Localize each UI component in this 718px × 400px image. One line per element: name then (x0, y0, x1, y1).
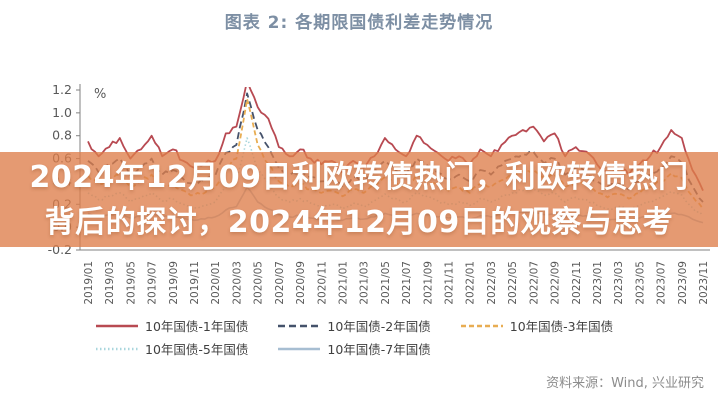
legend-line-swatch (96, 324, 138, 327)
legend-item: 10年国债-5年国债 (96, 339, 248, 358)
banner-text-line1: 2024年12月09日利欧转债热门，利欧转债热门 (29, 159, 689, 195)
x-tick-label: 2023/09 (677, 261, 689, 305)
x-tick-label: 2020/11 (316, 261, 328, 305)
legend-label: 10年国债-7年国债 (327, 342, 431, 357)
legend-label: 10年国债-1年国债 (145, 319, 249, 334)
x-tick-label: 2021/07 (401, 261, 413, 305)
legend-item: 10年国债-2年国债 (278, 316, 431, 335)
x-tick-label: 2023/07 (656, 261, 668, 305)
y-tick-label: 1.0 (52, 105, 72, 120)
x-tick-label: 2020/05 (253, 261, 265, 305)
x-tick-label: 2021/11 (444, 261, 456, 305)
x-tick-label: 2020/01 (210, 261, 222, 305)
data-source-label: 资料来源：Wind, 兴业研究 (546, 376, 704, 391)
legend-item: 10年国债-7年国债 (278, 339, 431, 358)
x-tick-label: 2023/01 (592, 261, 604, 305)
x-tick-label: 2019/05 (125, 261, 137, 305)
x-tick-label: 2023/03 (613, 261, 625, 305)
x-tick-label: 2020/07 (274, 261, 286, 305)
legend-line-swatch (278, 324, 321, 327)
x-tick-label: 2019/01 (83, 261, 95, 305)
x-tick-label: 2021/01 (337, 261, 349, 305)
x-tick-label: 2022/11 (571, 261, 583, 305)
y-tick-label: 0.8 (52, 128, 72, 143)
x-tick-label: 2021/05 (380, 261, 392, 305)
y-tick-label: 1.2 (52, 82, 72, 97)
x-tick-label: 2019/11 (189, 261, 201, 305)
legend-label: 10年国债-3年国债 (509, 319, 614, 334)
legend-row-2: 10年国债-5年国债 10年国债-7年国债 (96, 337, 643, 360)
x-tick-label: 2022/07 (528, 261, 540, 305)
x-tick-label: 2022/05 (507, 261, 519, 305)
x-tick-label: 2022/01 (465, 261, 477, 305)
x-tick-label: 2023/11 (698, 261, 710, 305)
x-tick-label: 2022/03 (486, 261, 498, 305)
x-tick-label: 2020/09 (295, 261, 307, 305)
banner-text-line2: 背后的探讨，2024年12月09日的观察与思考 (44, 204, 674, 240)
chart-title: 图表 2: 各期限国债利差走势情况 (224, 13, 494, 33)
x-tick-label: 2021/03 (359, 261, 371, 305)
legend-item: 10年国债-1年国债 (96, 316, 248, 335)
x-tick-label: 2019/07 (147, 261, 159, 305)
x-tick-label: 2023/05 (634, 261, 646, 305)
legend-row-1: 10年国债-1年国债 10年国债-2年国债 10年国债-3年国债 (96, 314, 643, 337)
x-tick-label: 2021/09 (422, 261, 434, 305)
legend-line-swatch (278, 347, 321, 350)
legend: 10年国债-1年国债 10年国债-2年国债 10年国债-3年国债 10年国债-5年国… (96, 314, 643, 360)
x-tick-label: 2019/03 (104, 261, 116, 305)
legend-line-swatch (460, 324, 503, 327)
legend-line-swatch (96, 347, 138, 350)
legend-label: 10年国债-2年国债 (327, 319, 431, 334)
x-tick-label: 2019/09 (168, 261, 180, 305)
y-axis-unit-label: % (94, 87, 106, 102)
x-tick-label: 2022/09 (550, 261, 562, 305)
legend-item: 10年国债-3年国债 (460, 316, 614, 335)
legend-label: 10年国债-5年国债 (145, 342, 249, 357)
x-tick-label: 2020/03 (231, 261, 243, 305)
overlay-banner: 2024年12月09日利欧转债热门，利欧转债热门 背后的探讨，2024年12月0… (0, 152, 718, 247)
